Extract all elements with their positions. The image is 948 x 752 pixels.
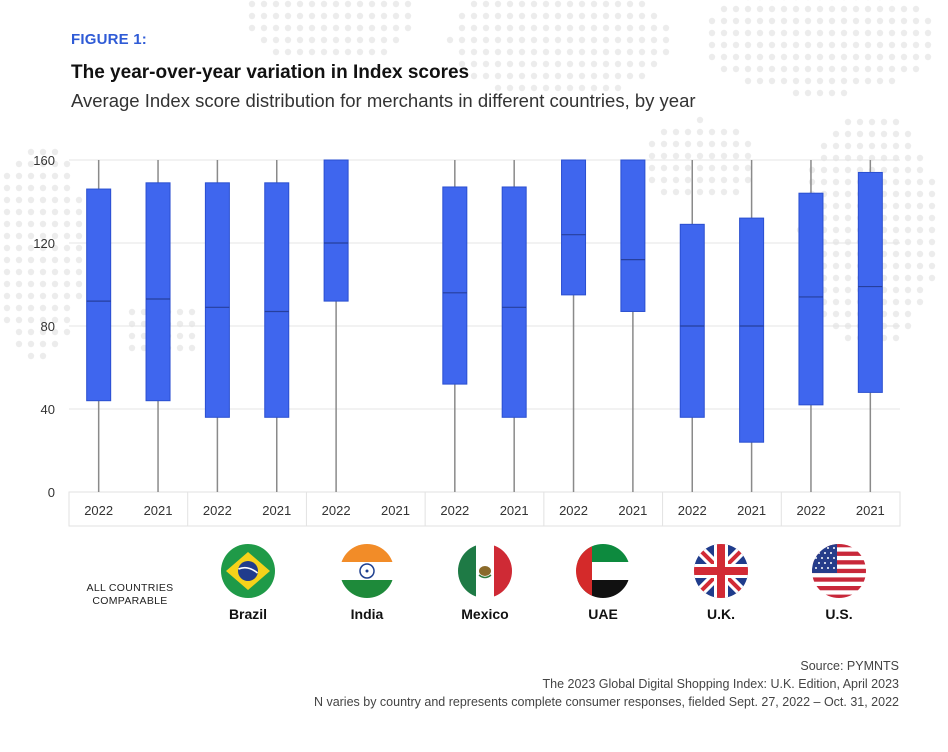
footer-report: The 2023 Global Digital Shopping Index: … (542, 677, 899, 691)
uk-flag-icon (694, 544, 748, 598)
uk-flag (693, 543, 749, 599)
brazil-flag-icon (221, 544, 275, 598)
country-name-uae: UAE (588, 606, 618, 622)
x-tick-label: 2022 (559, 503, 588, 518)
x-tick-label: 2022 (440, 503, 469, 518)
india-flag-icon (340, 544, 394, 598)
x-tick-label: 2022 (797, 503, 826, 518)
footer-source: Source: PYMNTS (800, 659, 899, 673)
box (86, 188, 112, 402)
y-tick-label: 80 (41, 319, 55, 334)
all-countries-label: ALL COUNTRIES COMPARABLE (86, 582, 174, 607)
us-flag (811, 543, 867, 599)
box (620, 159, 646, 312)
box-plot-chart: 0 40 80 120 160 2022 2021 2022 2021 2022 2021 2022 2… (33, 153, 901, 527)
chart-title: The year-over-year variation in Index sc… (71, 62, 470, 83)
x-tick-label: 2022 (203, 503, 232, 518)
x-tick-label: 2021 (262, 503, 291, 518)
y-tick-label: 120 (33, 236, 55, 251)
mexico-flag-icon (458, 544, 512, 598)
box (323, 159, 349, 302)
brazil-flag (220, 543, 276, 599)
y-tick-label: 160 (33, 153, 55, 168)
box (561, 159, 587, 296)
x-tick-label: 2021 (618, 503, 647, 518)
country-name-india: India (350, 606, 384, 622)
box (857, 171, 883, 393)
country-name-uk: U.K. (707, 606, 735, 622)
box (739, 217, 765, 443)
box (145, 182, 171, 402)
x-tick-label: 2021 (500, 503, 529, 518)
box (798, 192, 824, 406)
country-name-mexico: Mexico (461, 606, 509, 622)
x-tick-label: 2021 (737, 503, 766, 518)
country-name-us: U.S. (825, 606, 853, 622)
box (501, 186, 527, 418)
y-tick-label: 0 (48, 485, 55, 500)
box (204, 182, 230, 418)
mexico-flag (457, 543, 513, 599)
x-tick-label: 2021 (144, 503, 173, 518)
box (442, 186, 468, 385)
x-tick-label: 2022 (322, 503, 351, 518)
x-tick-label: 2021 (856, 503, 885, 518)
x-tick-label: 2022 (84, 503, 113, 518)
box (264, 182, 290, 418)
box (679, 223, 705, 418)
uae-flag (575, 543, 631, 599)
country-name-brazil: Brazil (228, 606, 268, 622)
y-tick-label: 40 (41, 402, 55, 417)
x-axis-band (68, 491, 901, 527)
us-flag-icon (812, 544, 866, 598)
x-tick-label: 2022 (678, 503, 707, 518)
uae-flag-icon (576, 544, 630, 598)
chart-subtitle: Average Index score distribution for mer… (71, 90, 696, 111)
footer-note: N varies by country and represents compl… (313, 695, 899, 709)
india-flag (339, 543, 395, 599)
x-tick-label: 2021 (381, 503, 410, 518)
figure-label: FIGURE 1: (71, 31, 147, 48)
